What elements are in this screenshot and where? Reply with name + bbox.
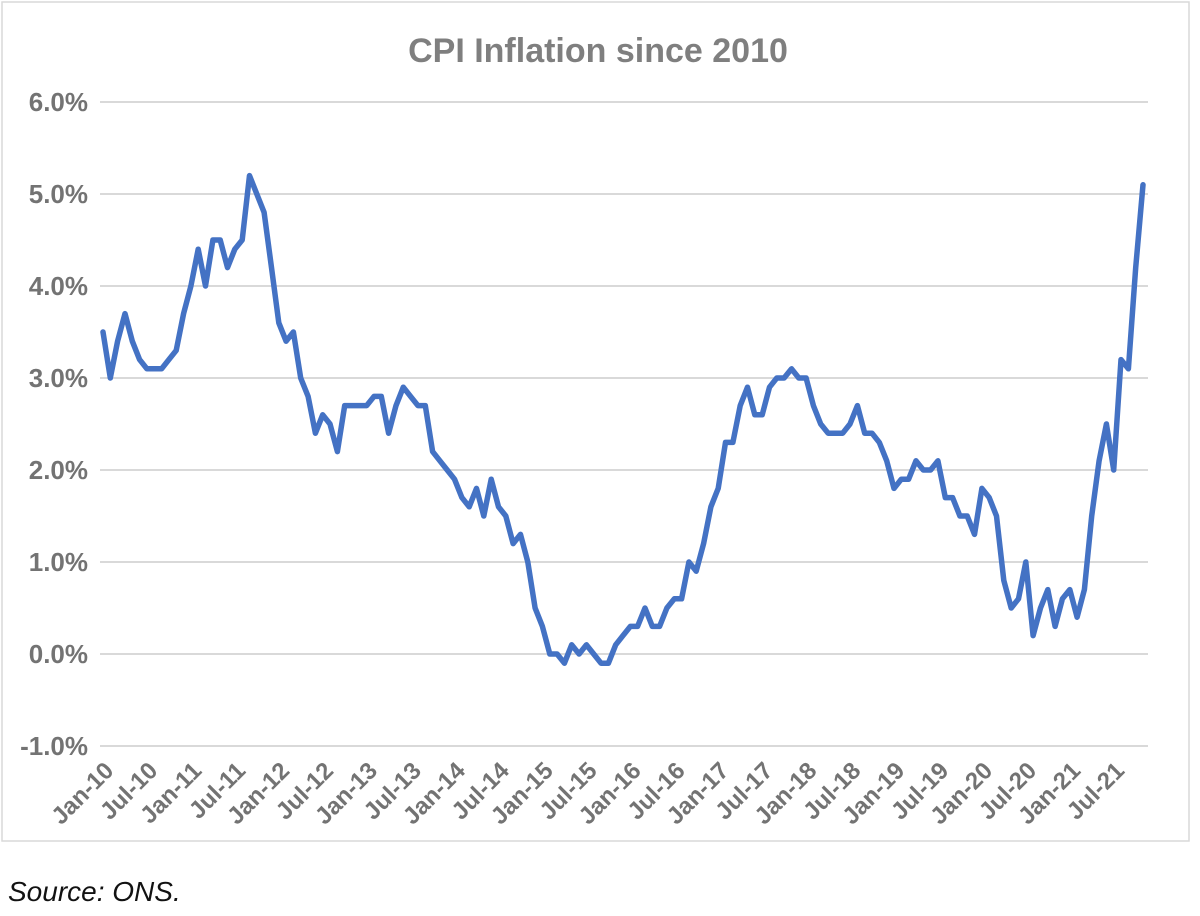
- y-tick-label: 1.0%: [29, 547, 88, 577]
- y-tick-label: 5.0%: [29, 179, 88, 209]
- source-note: Source: ONS.: [8, 876, 181, 907]
- y-tick-label: 6.0%: [29, 87, 88, 117]
- cpi-series-line: [100, 172, 1146, 666]
- chart-title: CPI Inflation since 2010: [408, 32, 788, 70]
- y-tick-label: -1.0%: [20, 731, 88, 761]
- y-tick-label: 4.0%: [29, 271, 88, 301]
- y-tick-label: 3.0%: [29, 363, 88, 393]
- y-tick-label: 0.0%: [29, 639, 88, 669]
- chart-frame: [1, 1, 1190, 842]
- y-axis-tick-labels: 6.0% 5.0% 4.0% 3.0% 2.0% 1.0% 0.0% -1.0%: [20, 87, 88, 761]
- y-tick-label: 2.0%: [29, 455, 88, 485]
